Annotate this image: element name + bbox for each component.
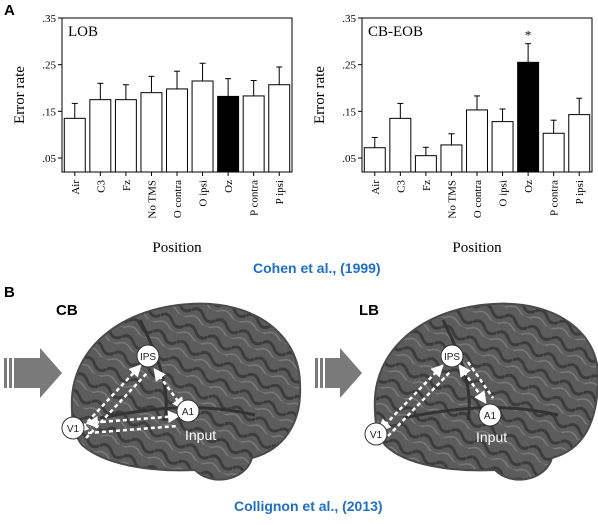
y-tick-label: .05 [42, 153, 56, 165]
brain-label-cb: CB [56, 302, 78, 319]
citation-collignon: Collignon et al., (2013) [234, 498, 383, 514]
input-label-lb: Input [476, 429, 507, 445]
x-tick-label: O ipsi [198, 180, 210, 207]
input-label-cb: Input [185, 427, 216, 443]
bar [440, 144, 463, 173]
node-v1-cb [61, 416, 85, 440]
bar [114, 99, 137, 173]
brain-lb: IPS V1 A1 Input [364, 302, 598, 481]
y-tick-label: .05 [342, 153, 356, 165]
node-ips-lb-label: IPS [444, 352, 460, 363]
x-tick-label: P contra [549, 180, 561, 216]
y-axis-label: Error rate [312, 66, 328, 124]
bar [89, 99, 112, 173]
y-axis-label: Error rate [12, 66, 28, 124]
chart-title: LOB [68, 24, 98, 40]
x-tick-label: O contra [472, 180, 484, 218]
x-tick-label: Air [70, 180, 82, 195]
input-arrow-left [4, 348, 62, 398]
node-ips-lb [440, 344, 464, 368]
x-tick-label: O contra [172, 180, 184, 218]
y-tick-label: .35 [42, 13, 56, 25]
node-v1-cb-label: V1 [67, 424, 80, 435]
node-v1-lb [364, 422, 388, 446]
panel-a-label: A [4, 2, 15, 19]
x-tick-label: O ipsi [498, 180, 510, 207]
chart-lob: .05 .15 .25 .35 LOB Error rate Air C3 Fz No TMS O … [12, 13, 293, 256]
bar [568, 114, 591, 173]
bar [414, 155, 437, 173]
chart-cb-eob: .05 .15 .25 .35 CB-EOB Error rate Air C3 Fz No TM… [312, 13, 593, 256]
bar [466, 109, 488, 173]
bar [191, 80, 214, 173]
y-tick-label: .35 [342, 13, 356, 25]
bar [389, 117, 412, 173]
x-tick-label: Fz [121, 180, 133, 191]
x-tick-label: No TMS [146, 180, 158, 219]
x-tick-label: No TMS [446, 180, 458, 219]
bar [542, 132, 565, 173]
panel-b-label: B [4, 284, 15, 301]
y-tick-label: .15 [342, 106, 356, 118]
bar [491, 121, 514, 173]
significance-marker: * [525, 28, 532, 43]
brain-cb: IPS V1 A1 Input [61, 302, 302, 481]
y-tick-label: .15 [42, 106, 56, 118]
bar [517, 61, 540, 173]
node-ips-cb-label: IPS [140, 352, 156, 363]
x-tick-label: Air [370, 180, 382, 195]
x-tick-label: C3 [95, 180, 107, 193]
brain-diagrams: IPS V1 A1 Input IPS V1 A1 Input [4, 302, 598, 481]
node-v1-lb-label: V1 [370, 430, 383, 441]
chart-title: CB-EOB [368, 24, 423, 40]
node-a1-lb-label: A1 [484, 411, 497, 422]
x-tick-label: Fz [421, 180, 433, 191]
x-tick-label: C3 [395, 180, 407, 193]
brain-label-lb: LB [359, 302, 379, 319]
x-tick-label: Oz [223, 180, 235, 193]
node-ips-cb [136, 344, 160, 368]
bar [63, 117, 86, 173]
citation-cohen: Cohen et al., (1999) [253, 260, 381, 276]
x-tick-label: P ipsi [574, 180, 586, 204]
y-tick-label: .25 [42, 60, 56, 72]
x-tick-label: P ipsi [274, 180, 286, 204]
x-tick-label: Oz [523, 180, 535, 193]
bar [140, 92, 163, 173]
x-tick-label: P contra [249, 180, 261, 216]
bar [217, 95, 240, 173]
node-a1-cb-label: A1 [182, 407, 195, 418]
bar [166, 88, 188, 173]
node-a1-cb [176, 399, 200, 423]
x-axis-label: Position [152, 240, 202, 256]
bar [242, 95, 265, 173]
bar [268, 84, 291, 173]
node-a1-lb [478, 403, 502, 427]
bar [363, 147, 386, 173]
x-axis-label: Position [452, 240, 502, 256]
y-tick-label: .25 [342, 60, 356, 72]
input-arrow-right [315, 348, 362, 398]
